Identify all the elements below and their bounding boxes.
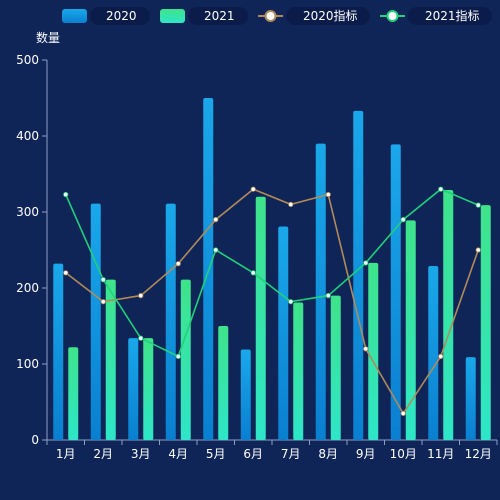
point-2021指标[interactable] [100,277,106,283]
point-2020指标[interactable] [213,217,219,223]
bar-2020[interactable] [390,144,401,441]
x-tick-label: 1月 [56,447,76,461]
x-tick-label: 7月 [281,447,301,461]
point-2020指标[interactable] [175,261,181,267]
point-2020指标[interactable] [475,247,481,253]
point-2020指标[interactable] [288,201,294,207]
bar-2021[interactable] [480,205,491,440]
bar-series [53,98,491,441]
legend-pill [188,7,248,25]
bar-2020[interactable] [128,338,139,440]
bar-2020[interactable] [315,143,326,440]
point-2020指标[interactable] [325,191,331,198]
legend-pill [408,7,492,25]
legend-label: 2021 [204,9,235,23]
y-tick-label: 200 [16,281,39,295]
x-tick-label: 5月 [206,447,226,461]
y-tick-label: 0 [31,433,39,447]
bar-2020[interactable] [90,203,101,440]
point-2020指标[interactable] [250,186,256,192]
x-tick-label: 3月 [131,447,151,461]
y-tick-label: 100 [16,357,39,371]
point-2021指标[interactable] [288,299,294,305]
y-tick-label: 500 [16,53,39,67]
legend-marker [386,10,399,22]
legend-item-2020-index[interactable]: 2020指标 [258,7,370,25]
axis-ticks: 0 100 200 300 400 500 1月 2月 3月 4月 5月 6月 7月 8月 9月 10月 11月… [16,53,498,461]
bar-2021[interactable] [255,196,266,440]
x-tick-label: 12月 [465,447,492,461]
point-2020指标[interactable] [363,346,369,352]
bar-2021[interactable] [143,338,154,440]
bar-2021[interactable] [368,262,379,440]
legend-item-2021[interactable]: 2021 [160,7,248,25]
point-2021指标[interactable] [400,217,406,223]
x-tick-label: 2月 [93,447,113,461]
legend-label: 2020指标 [303,8,358,23]
legend-marker [264,10,277,22]
y-axis-label: 数量 [36,30,60,45]
bar-2020[interactable] [465,357,476,440]
x-tick-label: 9月 [356,447,376,461]
bar-2020[interactable] [428,265,439,440]
bar-2021[interactable] [293,302,304,440]
bar-2021[interactable] [68,347,79,440]
x-tick-label: 11月 [427,447,454,461]
bar-2021[interactable] [330,295,341,440]
point-2021指标[interactable] [213,247,219,253]
x-tick-label: 4月 [168,447,188,461]
point-2020指标[interactable] [138,292,144,299]
point-2021指标[interactable] [475,202,481,208]
point-2021指标[interactable] [63,191,69,198]
bar-2021[interactable] [218,326,229,440]
bar-2021[interactable] [443,189,454,440]
point-2020指标[interactable] [63,270,69,276]
bar-2021[interactable] [405,220,416,440]
point-2021指标[interactable] [250,270,256,276]
legend-item-2020[interactable]: 2020 [62,7,150,25]
series-line-2020指标 [65,188,480,415]
bar-2021[interactable] [105,279,116,440]
legend-label: 2021指标 [425,8,480,23]
legend-pill [90,7,150,25]
x-tick-label: 10月 [390,447,417,461]
bar-2020[interactable] [353,110,364,441]
bar-2021[interactable] [180,279,191,440]
legend-swatch [62,9,87,23]
point-2021指标[interactable] [438,186,444,192]
point-2021指标[interactable] [363,260,369,266]
point-2020指标[interactable] [400,410,406,416]
bar-2020[interactable] [278,226,289,440]
point-2021指标[interactable] [138,335,144,341]
point-2021指标[interactable] [325,292,331,299]
y-tick-label: 400 [16,129,39,143]
x-tick-label: 8月 [318,447,338,461]
legend-item-2021-index[interactable]: 2021指标 [380,7,492,25]
legend-swatch [160,9,185,23]
series-line-2021指标 [65,188,479,358]
point-2021指标[interactable] [175,353,181,359]
bar-2020[interactable] [53,263,64,440]
legend-label: 2020 [106,9,137,23]
line-series [63,186,481,416]
x-tick-label: 6月 [243,447,263,461]
point-2020指标[interactable] [100,299,106,305]
y-tick-label: 300 [16,205,39,219]
bar-2020[interactable] [165,203,176,440]
legend-pill [286,7,370,25]
point-2020指标[interactable] [438,353,444,359]
bar-2020[interactable] [240,349,251,440]
legend: 2020 2021 2020指标 2021指标 [62,7,492,25]
